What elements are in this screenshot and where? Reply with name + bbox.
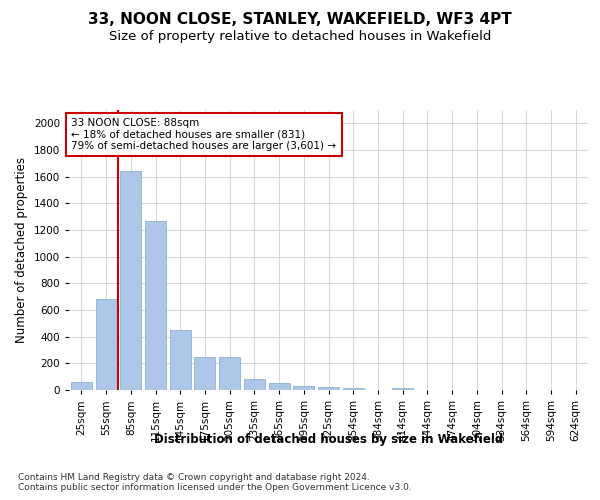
Bar — [71, 382, 92, 390]
Text: Contains HM Land Registry data © Crown copyright and database right 2024.: Contains HM Land Registry data © Crown c… — [18, 472, 370, 482]
Bar — [293, 386, 314, 390]
Bar — [392, 388, 413, 390]
Bar — [194, 356, 215, 390]
Bar — [95, 300, 116, 390]
Bar — [269, 384, 290, 390]
Y-axis label: Number of detached properties: Number of detached properties — [15, 157, 28, 343]
Bar — [244, 380, 265, 390]
Text: 33, NOON CLOSE, STANLEY, WAKEFIELD, WF3 4PT: 33, NOON CLOSE, STANLEY, WAKEFIELD, WF3 … — [88, 12, 512, 28]
Text: Distribution of detached houses by size in Wakefield: Distribution of detached houses by size … — [154, 432, 503, 446]
Bar — [145, 220, 166, 390]
Text: Size of property relative to detached houses in Wakefield: Size of property relative to detached ho… — [109, 30, 491, 43]
Text: Contains public sector information licensed under the Open Government Licence v3: Contains public sector information licen… — [18, 484, 412, 492]
Bar — [343, 388, 364, 390]
Bar — [219, 356, 240, 390]
Bar — [170, 330, 191, 390]
Text: 33 NOON CLOSE: 88sqm
← 18% of detached houses are smaller (831)
79% of semi-deta: 33 NOON CLOSE: 88sqm ← 18% of detached h… — [71, 118, 337, 151]
Bar — [318, 386, 339, 390]
Bar — [120, 172, 141, 390]
